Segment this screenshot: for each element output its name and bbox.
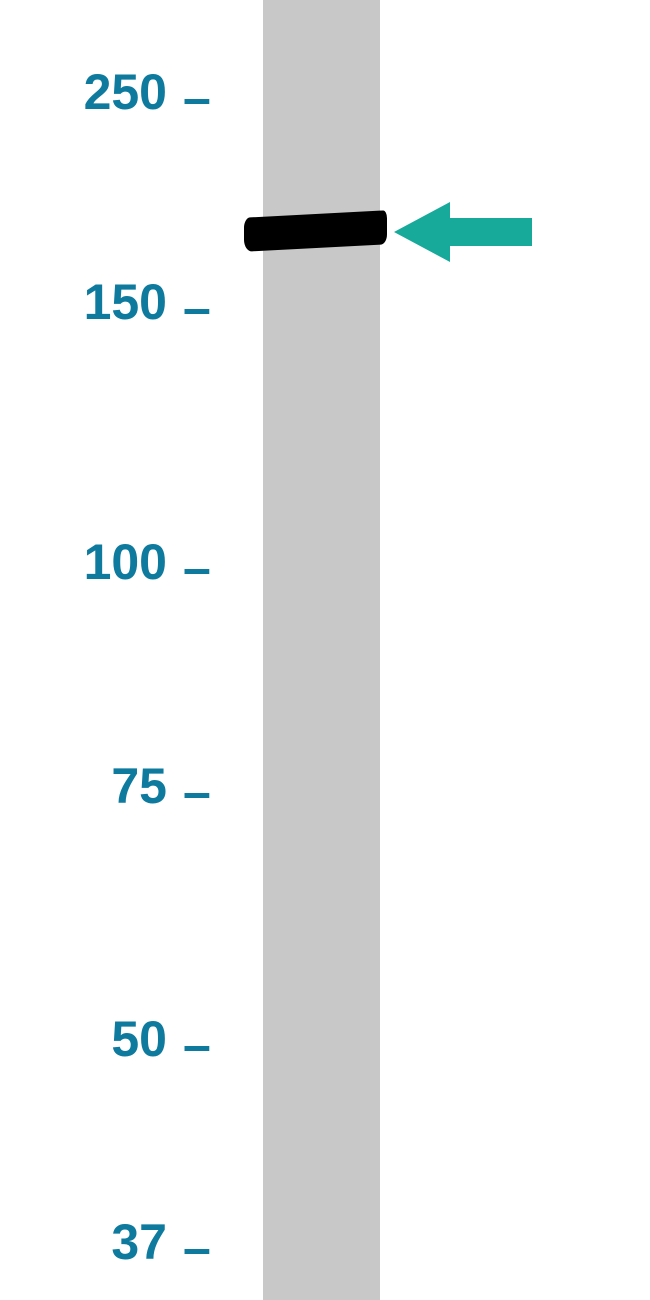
- marker-label-50: 50: [80, 1010, 167, 1068]
- arrow-head-icon: [394, 202, 450, 262]
- blot-lane: [263, 0, 380, 1300]
- marker-tick-50: –: [183, 1016, 211, 1074]
- marker-label-150: 150: [42, 273, 167, 331]
- marker-label-75: 75: [80, 757, 167, 815]
- band-indicator-arrow: [394, 202, 532, 262]
- marker-tick-75: –: [183, 763, 211, 821]
- marker-tick-150: –: [183, 279, 211, 337]
- marker-label-100: 100: [42, 533, 167, 591]
- arrow-tail: [450, 218, 532, 246]
- marker-tick-37: –: [183, 1219, 211, 1277]
- marker-tick-100: –: [183, 539, 211, 597]
- western-blot-figure: 250 – 150 – 100 – 75 – 50 – 37 –: [0, 0, 650, 1300]
- marker-label-37: 37: [80, 1213, 167, 1271]
- marker-tick-250: –: [183, 69, 211, 127]
- marker-label-250: 250: [42, 63, 167, 121]
